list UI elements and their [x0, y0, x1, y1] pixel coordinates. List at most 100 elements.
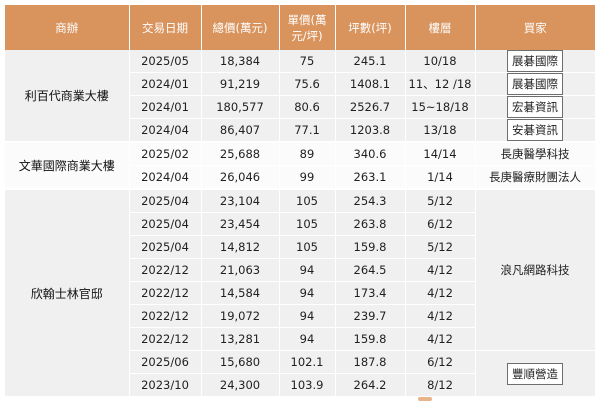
cell-floor: 14/14: [405, 141, 476, 166]
cell-area: 1408.1: [335, 72, 406, 96]
buyer-label: 安碁資訊: [507, 119, 563, 141]
table-row: 2025/06 15,680 102.1 187.8 6/12 豐順營造: [5, 350, 596, 397]
cell-floor: 6/12: [405, 350, 476, 374]
cell-date: 2024/01: [129, 72, 202, 96]
cell-total: 26,046: [201, 165, 280, 190]
cell-unit: 89: [279, 141, 336, 166]
cell-unit: 75: [279, 50, 336, 73]
header-area: 坪數(坪): [335, 5, 406, 50]
cell-floor: 10/18: [405, 50, 476, 73]
cell-unit: 94: [279, 258, 336, 282]
cell-unit: 105: [279, 235, 336, 259]
cell-date: 2024/04: [129, 118, 202, 143]
cell-floor: 5/12: [405, 188, 476, 213]
cell-date: 2023/10: [129, 373, 202, 397]
cell-floor: 4/12: [405, 281, 476, 305]
cell-total: 15,680: [201, 350, 280, 374]
cell-date: 2025/04: [129, 212, 202, 236]
cell-area: 2526.7: [335, 95, 406, 119]
decorative-mark: [418, 397, 432, 401]
table-row: 2022/12 21,063 94 264.5 4/12: [5, 258, 595, 282]
table-header-row: 商辦 交易日期 總價(萬元) 單價(萬 元/坪) 坪數(坪) 樓層 買家: [5, 5, 595, 50]
cell-buyer: 長庚醫學科技: [475, 141, 596, 166]
table-row: 2024/04 86,407 77.1 1203.8 13/18 安碁資訊: [5, 118, 596, 143]
cell-total: 18,384: [201, 50, 280, 73]
table-row: 2025/04 14,812 105 159.8 5/12: [5, 235, 595, 259]
cell-total: 19,072: [201, 304, 280, 328]
cell-date: 2024/01: [129, 95, 202, 119]
cell-buyer: 浪凡網路科技: [475, 188, 596, 351]
table-row: 2024/01 91,219 75.6 1408.1 11、12 /18 展碁國…: [5, 72, 596, 96]
cell-floor: 4/12: [405, 327, 476, 351]
table-row: 2023/10 24,300 103.9 264.2 8/12: [5, 373, 595, 397]
cell-total: 24,300: [201, 373, 280, 397]
table-row: 利百代商業大樓 2025/05 18,384 75 245.1 10/18 展碁…: [5, 50, 596, 143]
cell-buyer: 宏碁資訊: [475, 95, 596, 119]
cell-buyer: 安碁資訊: [475, 118, 596, 143]
header-total-price: 總價(萬元): [201, 5, 280, 50]
cell-floor: 4/12: [405, 258, 476, 282]
cell-date: 2022/12: [129, 327, 202, 351]
cell-date: 2025/04: [129, 235, 202, 259]
header-unit-price: 單價(萬 元/坪): [279, 5, 336, 50]
cell-total: 91,219: [201, 72, 280, 96]
cell-unit: 103.9: [279, 373, 336, 397]
cell-unit: 94: [279, 304, 336, 328]
cell-date: 2025/05: [129, 50, 202, 73]
cell-floor: 13/18: [405, 118, 476, 143]
cell-date: 2025/02: [129, 141, 202, 166]
cell-unit: 105: [279, 188, 336, 213]
cell-total: 21,063: [201, 258, 280, 282]
cell-area: 173.4: [335, 281, 406, 305]
cell-date: 2025/04: [129, 188, 202, 213]
cell-date: 2024/04: [129, 165, 202, 190]
header-unit-price-line2: 元/坪): [291, 28, 323, 43]
cell-total: 14,812: [201, 235, 280, 259]
cell-floor: 4/12: [405, 304, 476, 328]
transaction-table-container: 商辦 交易日期 總價(萬元) 單價(萬 元/坪) 坪數(坪) 樓層 買家 利百代商…: [5, 5, 596, 401]
cell-area: 263.1: [335, 165, 406, 190]
cell-floor: 11、12 /18: [405, 72, 476, 96]
cell-total: 23,454: [201, 212, 280, 236]
cell-floor: 5/12: [405, 235, 476, 259]
cell-area: 159.8: [335, 235, 406, 259]
cell-buyer: 長庚醫療財團法人: [475, 165, 596, 190]
cell-unit: 75.6: [279, 72, 336, 96]
cell-area: 187.8: [335, 350, 406, 374]
building-name: 利百代商業大樓: [5, 50, 130, 143]
cell-unit: 102.1: [279, 350, 336, 374]
header-buyer: 買家: [475, 5, 595, 50]
table-row: 2025/04 23,454 105 263.8 6/12: [5, 212, 595, 236]
cell-date: 2022/12: [129, 304, 202, 328]
buyer-label: 展碁國際: [507, 73, 563, 95]
table-row: 2024/01 180,577 80.6 2526.7 15~18/18 宏碁資…: [5, 95, 596, 119]
cell-total: 14,584: [201, 281, 280, 305]
cell-unit: 105: [279, 212, 336, 236]
table-row: 文華國際商業大樓 2025/02 25,688 89 340.6 14/14 長…: [5, 141, 596, 190]
cell-floor: 6/12: [405, 212, 476, 236]
table-row: 欣翰士林官邸 2025/04 23,104 105 254.3 5/12 浪凡網…: [5, 188, 596, 397]
cell-buyer: 展碁國際: [475, 72, 596, 96]
cell-area: 263.8: [335, 212, 406, 236]
buyer-label: 宏碁資訊: [507, 96, 563, 118]
header-floor: 樓層: [405, 5, 476, 50]
table-row: 2022/12 19,072 94 239.7 4/12: [5, 304, 595, 328]
cell-floor: 8/12: [405, 373, 476, 397]
cell-area: 239.7: [335, 304, 406, 328]
cell-area: 245.1: [335, 50, 406, 73]
header-date: 交易日期: [129, 5, 202, 50]
cell-total: 86,407: [201, 118, 280, 143]
building-name: 欣翰士林官邸: [5, 188, 130, 397]
cell-total: 180,577: [201, 95, 280, 119]
cell-area: 264.2: [335, 373, 406, 397]
cell-date: 2025/06: [129, 350, 202, 374]
cell-area: 159.8: [335, 327, 406, 351]
table-row: 2024/04 26,046 99 263.1 1/14 長庚醫療財團法人: [5, 165, 596, 190]
cell-unit: 99: [279, 165, 336, 190]
cell-buyer: 豐順營造: [475, 350, 596, 397]
cell-total: 23,104: [201, 188, 280, 213]
buyer-label: 展碁國際: [507, 50, 563, 72]
cell-date: 2022/12: [129, 281, 202, 305]
cell-total: 25,688: [201, 141, 280, 166]
table-row: 2022/12 13,281 94 159.8 4/12: [5, 327, 595, 351]
